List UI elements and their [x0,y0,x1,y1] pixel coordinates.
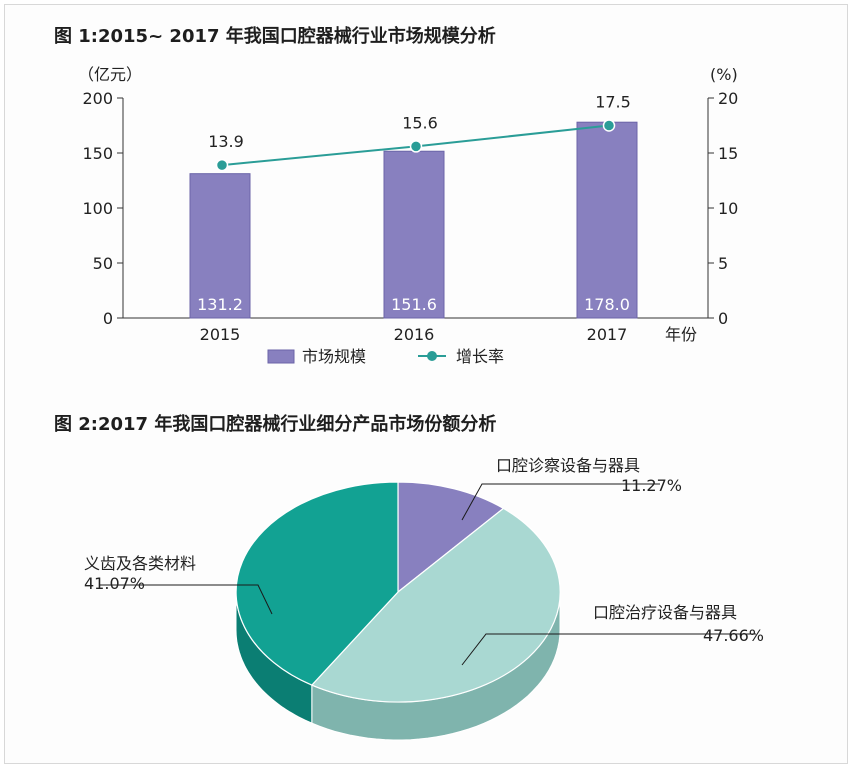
x-axis-title: 年份 [665,325,697,344]
pie-slice-label: 口腔诊察设备与器具 [496,456,640,475]
legend-label-line: 增长率 [456,347,504,366]
x-tick-label: 2017 [587,325,628,344]
left-tick-label: 150 [82,144,113,163]
bar [383,150,445,319]
pie-slice [310,507,561,703]
bar-value-label: 178.0 [584,295,630,314]
bar [189,173,251,319]
right-tick-label: 15 [718,144,738,163]
right-tick-label: 5 [718,254,728,273]
bar [576,121,638,319]
bar-value-label: 131.2 [197,295,243,314]
x-tick-label: 2015 [200,325,241,344]
bar-value-label: 151.6 [391,295,437,314]
right-tick-label: 0 [718,309,728,328]
pie-slice [397,481,505,594]
growth-value-label: 17.5 [595,93,631,112]
right-axis-title: (%) [710,65,738,84]
pie-leader-line [461,633,756,666]
pie-slice-percent: 11.27% [621,476,682,495]
chart2-title: 图 2:2017 年我国口腔器械行业细分产品市场份额分析 [54,414,497,435]
pie-leader-line [100,584,273,615]
growth-point [602,119,616,132]
pie-slice-percent: 41.07% [84,574,145,593]
legend-swatch-marker [427,351,437,361]
pie-slice-label: 义齿及各类材料 [84,554,196,573]
growth-value-label: 13.9 [208,132,244,151]
pie-leader-line [461,483,660,521]
right-tick-label: 10 [718,199,738,218]
right-tick-label: 20 [718,89,738,108]
bar-line-chart: 0 50 100 150 200 0 5 10 15 20 （亿元） (%) 年份 131.2 151.6 1… [78,65,738,366]
growth-point [409,140,423,153]
left-axis-title: （亿元） [78,65,142,84]
growth-point [215,158,229,172]
left-tick-label: 100 [82,199,113,218]
legend-swatch-bar [267,349,295,364]
growth-value-label: 15.6 [402,113,438,132]
left-tick-label: 50 [93,254,113,273]
x-tick-label: 2016 [394,325,435,344]
pie-slice-label: 口腔治疗设备与器具 [593,603,737,622]
pie-slice [235,481,399,686]
left-tick-label: 200 [82,89,113,108]
chart1-title: 图 1:2015~ 2017 年我国口腔器械行业市场规模分析 [54,26,496,47]
left-tick-label: 0 [103,309,113,328]
pie-slice-percent: 47.66% [703,626,764,645]
legend-label-bar: 市场规模 [302,347,366,366]
